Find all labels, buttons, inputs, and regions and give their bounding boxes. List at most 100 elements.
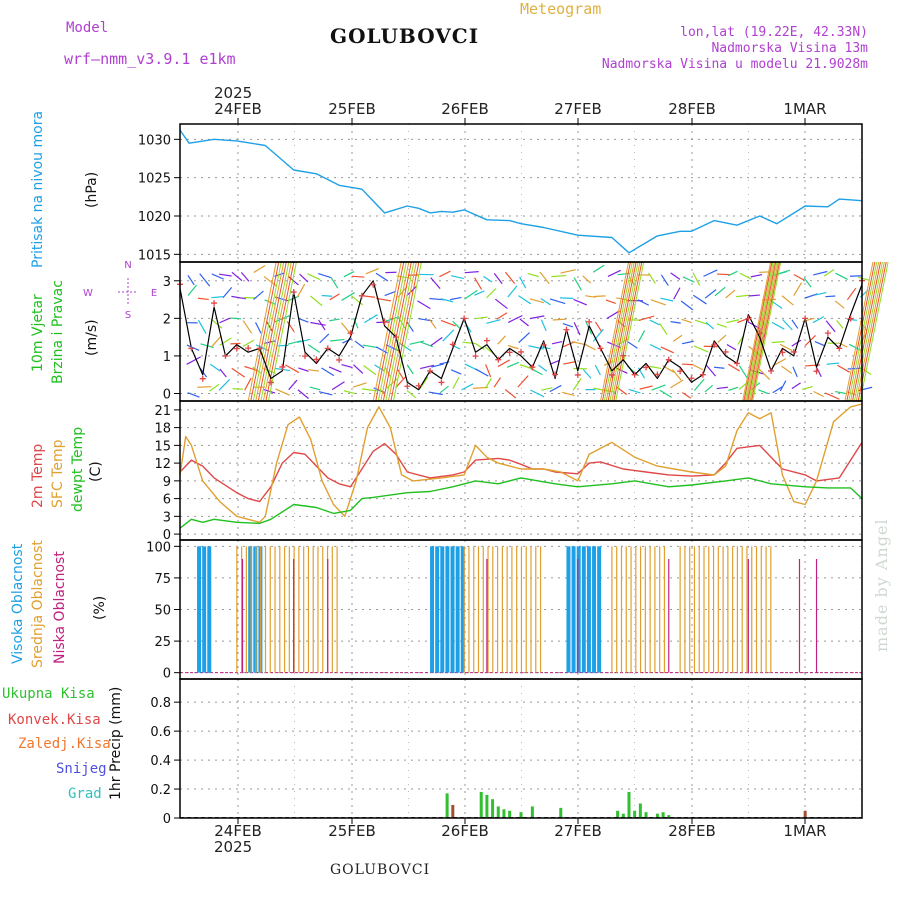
wind-arrow bbox=[738, 365, 749, 379]
wind-arrow bbox=[530, 389, 545, 398]
y-tick-label-clouds: 25 bbox=[154, 635, 171, 650]
wind-arrow bbox=[551, 340, 563, 345]
wind-arrow bbox=[692, 272, 701, 286]
wind-arrow bbox=[649, 319, 660, 326]
wind-gust-marker bbox=[313, 356, 320, 363]
wind-arrow bbox=[528, 345, 544, 350]
wind-arrow bbox=[736, 294, 751, 298]
wind-arrow bbox=[606, 310, 620, 320]
wind-streak bbox=[859, 261, 889, 402]
wind-arrow bbox=[835, 272, 848, 280]
wind-arrow bbox=[452, 320, 462, 330]
wind-arrow bbox=[560, 269, 576, 274]
wind-arrow bbox=[398, 342, 412, 352]
wind-gust-marker bbox=[733, 360, 740, 367]
wind-arrow bbox=[309, 386, 321, 391]
wind-arrow bbox=[350, 295, 364, 306]
wind-arrow bbox=[814, 340, 826, 347]
wind-gust-marker bbox=[483, 337, 490, 344]
wind-arrow bbox=[430, 336, 443, 347]
wind-arrow bbox=[563, 361, 576, 365]
wind-arrow bbox=[651, 384, 666, 391]
x-tick-label-top: 24FEB bbox=[214, 100, 261, 118]
high-cloud-bar bbox=[455, 546, 460, 673]
wind-arrow bbox=[582, 275, 592, 284]
wind-streak bbox=[387, 261, 417, 402]
wind-arrow bbox=[607, 269, 621, 278]
wind-arrow bbox=[330, 276, 339, 289]
wind-arrow bbox=[483, 276, 493, 283]
wind-arrow bbox=[440, 319, 456, 327]
wind-arrow bbox=[485, 378, 492, 389]
wind-arrow bbox=[210, 318, 223, 329]
wind-arrow bbox=[321, 294, 333, 297]
precip-bar bbox=[655, 813, 659, 818]
wind-arrow bbox=[242, 320, 253, 334]
lonlat-label: lon,lat (19.22E, 42.33N) bbox=[680, 25, 868, 40]
wind-arrow bbox=[728, 270, 738, 277]
year-top: 2025 bbox=[214, 84, 253, 102]
wind-arrow bbox=[739, 272, 752, 280]
cloud-bars bbox=[180, 546, 862, 674]
wind-streak bbox=[857, 261, 887, 402]
wind-streak bbox=[267, 261, 297, 402]
wind-arrow bbox=[253, 290, 264, 300]
wind-gust-marker bbox=[768, 367, 775, 374]
wind-arrow bbox=[823, 269, 835, 277]
wind-arrow bbox=[779, 343, 793, 352]
wind-gust-marker bbox=[665, 356, 672, 363]
wind-arrow bbox=[793, 282, 803, 296]
wind-arrow bbox=[354, 340, 365, 349]
wind-arrow bbox=[638, 315, 655, 321]
wind-arrow bbox=[593, 295, 606, 298]
wind-arrow bbox=[637, 330, 646, 343]
wind-arrow bbox=[218, 273, 232, 277]
compass-cross bbox=[118, 278, 138, 306]
wind-arrow bbox=[219, 368, 227, 378]
wind-streak bbox=[392, 261, 422, 402]
wind-gust-marker bbox=[506, 349, 513, 356]
wind-streak bbox=[385, 261, 415, 402]
wind-gust-marker bbox=[415, 382, 422, 389]
wind-arrow bbox=[287, 340, 302, 345]
wind-arrow bbox=[834, 300, 845, 309]
wind-arrow bbox=[485, 364, 492, 378]
wind-arrow bbox=[725, 289, 736, 299]
wind-gust-marker bbox=[722, 348, 729, 355]
wind-gust-marker bbox=[449, 341, 456, 348]
wind-arrow bbox=[211, 335, 222, 347]
wind-arrow bbox=[439, 270, 451, 278]
wind-arrow bbox=[419, 376, 429, 389]
wind-arrow bbox=[518, 332, 530, 344]
wind-arrow bbox=[549, 298, 566, 305]
legend-freezing: Zaledj.Kisa bbox=[18, 736, 111, 752]
wind-gust-marker bbox=[813, 368, 820, 375]
wind-arrow bbox=[538, 364, 548, 372]
wind-arrow bbox=[540, 319, 547, 331]
wind-arrow bbox=[717, 334, 727, 343]
wind-arrow bbox=[748, 294, 760, 297]
wind-arrow bbox=[299, 273, 309, 283]
wind-arrow bbox=[420, 341, 434, 348]
wind-arrow bbox=[420, 364, 435, 370]
wind-gust-marker bbox=[472, 353, 479, 360]
wind-gust-marker bbox=[461, 315, 468, 322]
wind-arrow bbox=[462, 341, 476, 345]
wind-arrow bbox=[504, 271, 516, 284]
wind-streak bbox=[255, 261, 285, 402]
wind-gust-marker bbox=[790, 348, 797, 355]
wind-arrow bbox=[660, 346, 674, 354]
high-cloud-bar bbox=[597, 546, 602, 673]
high-cloud-bar bbox=[248, 546, 253, 673]
wind-arrow bbox=[507, 344, 519, 350]
precip-bar bbox=[519, 812, 523, 818]
wind-gust-marker bbox=[256, 345, 263, 352]
precip-bar bbox=[638, 803, 642, 818]
wind-gust-marker bbox=[802, 315, 809, 322]
wind-gust-marker bbox=[267, 379, 274, 386]
wind-gust-marker bbox=[552, 371, 559, 378]
wind-arrow bbox=[406, 285, 418, 297]
wind-arrow bbox=[450, 296, 462, 301]
wind-gust-marker bbox=[540, 341, 547, 348]
wind-arrow bbox=[540, 298, 551, 306]
